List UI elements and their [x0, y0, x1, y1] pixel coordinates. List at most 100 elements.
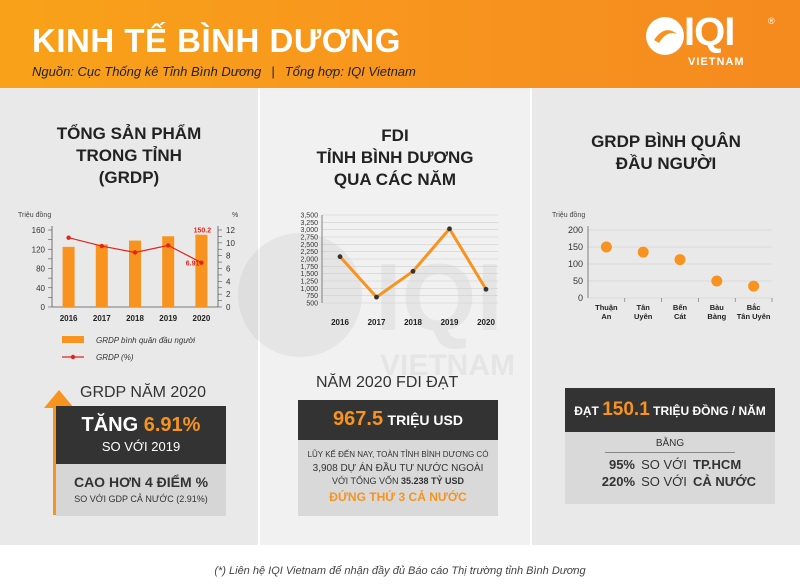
- iqi-logo: ®: [646, 16, 775, 55]
- y-tick-label: 0: [578, 293, 583, 303]
- y2-tick-label: 2: [226, 290, 231, 299]
- fdi-detail-line-3: VỚI TỔNG VỐN 35.238 TỶ USD: [298, 476, 498, 486]
- watermark-circle-icon: [238, 233, 362, 357]
- compare-hcm-target: TP.HCM: [693, 457, 742, 472]
- percapita-section-title: GRDP BÌNH QUÂN ĐẦU NGƯỜI: [532, 131, 800, 175]
- y-tick-label: 1,500: [300, 271, 318, 278]
- logo-registered-mark: ®: [768, 16, 775, 26]
- x-tick-label: Thuận: [595, 303, 618, 312]
- grdp-increase-box: TĂNG 6.91% SO VỚI 2019: [56, 406, 226, 464]
- x-tick-label: 2018: [404, 318, 422, 327]
- y-tick-label: 3,250: [300, 220, 318, 227]
- y-tick-label: 1,250: [300, 279, 318, 286]
- header-banner: KINH TẾ BÌNH DƯƠNG Nguồn: Cục Thống kê T…: [0, 0, 800, 88]
- grdp-compare-text: SO VỚI 2019: [101, 439, 181, 454]
- percapita-value: 150.1: [602, 399, 650, 420]
- percapita-compare-box: BẰNG 95% SO VỚI TP.HCM 220% SO VỚI CẢ NƯ…: [565, 432, 775, 504]
- y-tick-label: 160: [32, 226, 46, 235]
- logo-text: IQI: [684, 10, 735, 54]
- grdp-higher-box: CAO HƠN 4 ĐIỂM % SO VỚI GDP CẢ NƯỚC (2.9…: [56, 464, 226, 516]
- compare-row-hcm: 95% SO VỚI TP.HCM: [565, 457, 775, 472]
- y-tick-label: 2,750: [300, 235, 318, 242]
- source-separator: |: [271, 64, 275, 79]
- grdp-bar: [95, 244, 108, 307]
- fdi-point: [337, 254, 343, 260]
- x-tick-label: 2017: [93, 314, 111, 323]
- x-tick-label: Tân Uyên: [737, 312, 771, 321]
- logo-circle-icon: [646, 17, 684, 55]
- grdp-combo-chart: Triệu đồng % 0 40 80 120 160 0 2 4 6 8 10 12 2016 2017 2…: [18, 210, 238, 362]
- bar-annotation: 150.2: [194, 228, 212, 235]
- x-tick-label: 2018: [126, 314, 144, 323]
- x-tick-label: Bàng: [707, 312, 726, 321]
- fdi-point: [410, 268, 416, 274]
- x-tick-label: Bến: [673, 303, 688, 312]
- y-tick-label: 1,750: [300, 264, 318, 271]
- x-tick-label: 2020: [477, 318, 495, 327]
- y2-tick-label: 8: [226, 252, 231, 261]
- grdp-growth-point: [166, 243, 171, 248]
- fdi-point: [447, 226, 452, 232]
- compare-country-pct: 220%: [601, 474, 635, 489]
- y-tick-label: 1,000: [300, 286, 318, 293]
- y2-tick-label: 0: [226, 303, 231, 312]
- percapita-point: [711, 275, 723, 287]
- y-tick-label: 150: [568, 242, 583, 252]
- fdi-value: 967.5: [333, 408, 384, 430]
- grdp-title-line-2: TRONG TỈNH: [76, 146, 182, 165]
- x-tick-label: Bắc: [747, 303, 761, 312]
- fdi-title-line-1: FDI: [381, 126, 409, 145]
- grdp-bar: [129, 240, 141, 307]
- fdi-capital-label: VỚI TỔNG VỐN: [331, 476, 399, 486]
- legend-line-marker: [70, 354, 76, 360]
- equal-divider: [605, 452, 735, 453]
- grdp-increase-line: TĂNG 6.91%: [56, 414, 226, 437]
- percapita-point: [600, 241, 612, 253]
- compiled-by-text: Tổng hợp: IQI Vietnam: [284, 64, 416, 79]
- grdp-higher-text: CAO HƠN 4 ĐIỂM %: [73, 474, 209, 490]
- x-tick-label: Cát: [674, 312, 687, 321]
- fdi-line-chart: 5007501,0001,2501,5001,7502,0002,2502,50…: [300, 213, 498, 327]
- y-tick-label: 2,000: [300, 257, 318, 264]
- x-tick-label: An: [601, 312, 611, 321]
- watermark-text: IQI: [375, 244, 503, 351]
- fdi-2020-heading: NĂM 2020 FDI ĐẠT: [316, 374, 459, 391]
- fdi-value-row: 967.5 TRIỆU USD: [298, 408, 498, 431]
- y-tick-label: 50: [573, 276, 583, 286]
- y-tick-label: 40: [36, 284, 45, 293]
- grdp-growth-point: [199, 260, 204, 265]
- fdi-capital-value: 35.238 TỶ USD: [401, 476, 465, 486]
- x-tick-label: Bàu: [710, 303, 725, 312]
- x-tick-label: 2016: [331, 318, 349, 327]
- percapita-value-row: ĐẠT 150.1 TRIỆU ĐỒNG / NĂM: [565, 399, 775, 421]
- watermark-subtext: VIETNAM: [380, 349, 515, 382]
- grdp-section-title: TỔNG SẢN PHẨM TRONG TỈNH (GRDP): [0, 123, 258, 189]
- percapita-unit: TRIỆU ĐỒNG / NĂM: [653, 404, 766, 418]
- percapita-point: [637, 246, 649, 258]
- compare-hcm-pct: 95%: [608, 457, 635, 472]
- grdp-bar: [62, 246, 75, 307]
- line-annotation: 6.91: [186, 261, 200, 268]
- y-tick-label: 500: [306, 301, 318, 308]
- column-divider: [258, 88, 260, 545]
- y-tick-label: 200: [568, 225, 583, 235]
- y-tick-label: 80: [36, 265, 45, 274]
- y-tick-label: 3,000: [300, 227, 318, 234]
- compare-country-vs: SO VỚI: [641, 474, 687, 489]
- percapita-reach-label: ĐẠT: [574, 404, 599, 418]
- fdi-point: [483, 286, 489, 292]
- compare-country-target: CẢ NƯỚC: [693, 474, 757, 489]
- y-axis-label: Triệu đồng: [552, 210, 585, 219]
- logo-swoosh-icon: [654, 30, 677, 43]
- page-title: KINH TẾ BÌNH DƯƠNG: [32, 22, 401, 59]
- percapita-point: [674, 254, 686, 266]
- watermark-logo: IQI VIETNAM: [238, 233, 515, 382]
- legend-line-label: GRDP (%): [96, 353, 134, 362]
- grdp-bar: [162, 236, 175, 307]
- y-tick-label: 3,500: [300, 213, 318, 220]
- y-tick-label: 2,250: [300, 249, 318, 256]
- x-tick-label: Uyên: [634, 312, 653, 321]
- fdi-section-title: FDI TỈNH BÌNH DƯƠNG QUA CÁC NĂM: [260, 125, 530, 191]
- fdi-title-line-2: TỈNH BÌNH DƯƠNG: [316, 148, 474, 167]
